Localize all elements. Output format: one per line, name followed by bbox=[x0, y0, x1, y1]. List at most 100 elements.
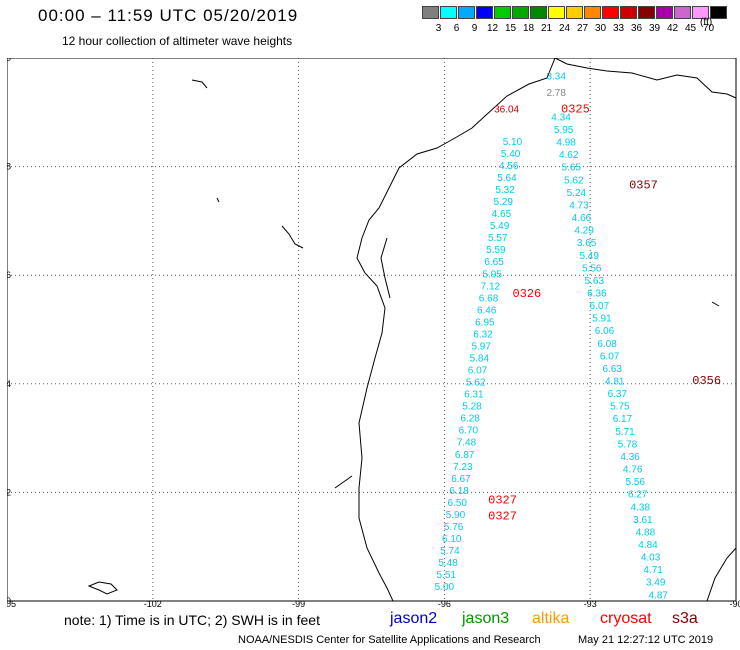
wave-height-value: 6.87 bbox=[455, 450, 475, 461]
wave-height-value: 4.81 bbox=[605, 377, 625, 388]
lat-lon-grid bbox=[7, 58, 736, 601]
wave-height-value: 4.98 bbox=[556, 138, 576, 149]
lat-label: 26 bbox=[7, 270, 11, 280]
legend-label: 36 bbox=[630, 23, 643, 34]
legend-swatch bbox=[656, 6, 673, 19]
pass-time-labels: 03250357032603560327032703550354 bbox=[488, 102, 721, 524]
wave-height-value: 6.32 bbox=[473, 329, 493, 340]
wave-height-value: 6.07 bbox=[468, 366, 488, 377]
lon-label: -99 bbox=[292, 599, 305, 608]
legend-label: 39 bbox=[648, 23, 661, 34]
legend-unit: (ft) bbox=[700, 17, 713, 28]
lat-label: 30 bbox=[7, 58, 11, 63]
satellite-legend-item: cryosat bbox=[600, 610, 652, 627]
legend-label: 21 bbox=[540, 23, 553, 34]
wave-height-value: 3.34 bbox=[546, 72, 566, 83]
legend-label: 45 bbox=[684, 23, 697, 34]
wave-height-value: 6.46 bbox=[477, 305, 497, 316]
wave-height-value: 4.66 bbox=[572, 213, 592, 224]
legend-label: 70 bbox=[702, 23, 715, 34]
legend-swatch bbox=[530, 6, 547, 19]
lon-label: -96 bbox=[438, 599, 451, 608]
legend-label: 3 bbox=[435, 23, 442, 34]
wave-height-value: 5.40 bbox=[501, 149, 521, 160]
satellite-legend-item: s3a bbox=[672, 610, 698, 627]
wave-height-value: 4.71 bbox=[643, 565, 663, 576]
wave-height-value: 5.62 bbox=[564, 175, 584, 186]
wave-height-value: 6.63 bbox=[602, 364, 622, 375]
lon-label: -102 bbox=[144, 599, 162, 608]
pass-time-label: 0326 bbox=[512, 287, 541, 301]
lat-label: 22 bbox=[7, 487, 11, 497]
wave-height-value: 5.95 bbox=[554, 125, 574, 136]
wave-height-value: 5.51 bbox=[437, 570, 457, 581]
altimeter-tracks: 5.005.515.485.746.105.765.906.506.186.67… bbox=[435, 72, 669, 602]
map-frame bbox=[7, 58, 737, 602]
wave-height-value: 6.07 bbox=[590, 301, 610, 312]
credit-text: NOAA/NESDIS Center for Satellite Applica… bbox=[238, 634, 541, 646]
wave-height-value: 6.68 bbox=[479, 293, 499, 304]
page-title: 00:00 – 11:59 UTC 05/20/2019 bbox=[38, 6, 299, 25]
pass-time-label: 0327 bbox=[488, 510, 517, 524]
wave-height-value: 4.76 bbox=[623, 465, 643, 476]
pass-time-label: 0325 bbox=[561, 102, 590, 116]
legend-swatch bbox=[566, 6, 583, 19]
wave-height-value: 6.28 bbox=[460, 414, 480, 425]
wave-height-value: 6.06 bbox=[595, 326, 615, 337]
wave-height-value: 5.65 bbox=[562, 163, 582, 174]
legend-swatch bbox=[440, 6, 457, 19]
wave-height-value: 4.56 bbox=[499, 161, 519, 172]
legend-swatch bbox=[674, 6, 691, 19]
wave-height-value: 6.27 bbox=[628, 490, 648, 501]
wave-height-value: 5.32 bbox=[495, 185, 515, 196]
generated-date: May 21 12:27:12 UTC 2019 bbox=[578, 634, 714, 646]
legend-swatch bbox=[458, 6, 475, 19]
wave-height-value: 4.84 bbox=[638, 540, 658, 551]
wave-height-value: 6.10 bbox=[442, 534, 462, 545]
satellite-legend-item: jason2 bbox=[390, 610, 438, 627]
wave-height-value: 5.28 bbox=[462, 402, 482, 413]
wave-height-value: 5.48 bbox=[438, 558, 458, 569]
legend-label: 15 bbox=[504, 23, 517, 34]
legend-swatch bbox=[422, 6, 439, 19]
wave-height-value: 7.48 bbox=[457, 438, 477, 449]
wave-height-value: 5.29 bbox=[494, 197, 514, 208]
wave-height-value: 5.62 bbox=[466, 378, 486, 389]
wave-height-value: 5.84 bbox=[470, 353, 490, 364]
wave-height-value: 5.59 bbox=[486, 245, 506, 256]
pass-time-label: 0356 bbox=[692, 374, 721, 388]
wave-height-map: 302826242220 -105-102-99-96-93-90 5.005.… bbox=[7, 58, 740, 608]
pass-time-label: 0357 bbox=[629, 178, 658, 192]
wave-height-value: 2.78 bbox=[546, 88, 566, 99]
legend-swatch bbox=[692, 6, 709, 19]
wave-height-value: 7.23 bbox=[453, 462, 473, 473]
wave-height-value: 36.04 bbox=[494, 104, 519, 115]
legend-label: 42 bbox=[666, 23, 679, 34]
legend-label: 18 bbox=[522, 23, 535, 34]
wave-height-value: 4.73 bbox=[569, 200, 589, 211]
legend-label: 33 bbox=[612, 23, 625, 34]
wave-height-value: 6.31 bbox=[464, 390, 484, 401]
wave-height-value: 5.00 bbox=[435, 582, 455, 593]
wave-height-value: 5.74 bbox=[440, 546, 460, 557]
wave-height-value: 5.49 bbox=[490, 221, 510, 232]
legend-label: 12 bbox=[486, 23, 499, 34]
units-note: note: 1) Time is in UTC; 2) SWH is in fe… bbox=[64, 612, 320, 628]
lat-label: 28 bbox=[7, 162, 11, 172]
wave-height-value: 5.90 bbox=[446, 510, 466, 521]
lon-label: -90 bbox=[729, 599, 740, 608]
wave-height-value: 5.57 bbox=[488, 233, 508, 244]
wave-height-value: 3.65 bbox=[577, 238, 597, 249]
longitude-labels: -105 -102 -99 -96 -93 -90 bbox=[7, 599, 740, 608]
wave-height-value: 5.91 bbox=[592, 314, 612, 325]
wave-height-value: 6.36 bbox=[587, 288, 607, 299]
wave-height-value: 5.71 bbox=[615, 427, 635, 438]
legend-swatch bbox=[638, 6, 655, 19]
coastline bbox=[87, 58, 737, 602]
wave-height-value: 5.97 bbox=[471, 341, 491, 352]
wave-height-value: 6.07 bbox=[600, 351, 620, 362]
wave-height-value: 6.17 bbox=[613, 414, 633, 425]
legend-label: 27 bbox=[576, 23, 589, 34]
satellite-legend-item: jason3 bbox=[462, 610, 510, 627]
wave-height-value: 5.10 bbox=[503, 137, 523, 148]
